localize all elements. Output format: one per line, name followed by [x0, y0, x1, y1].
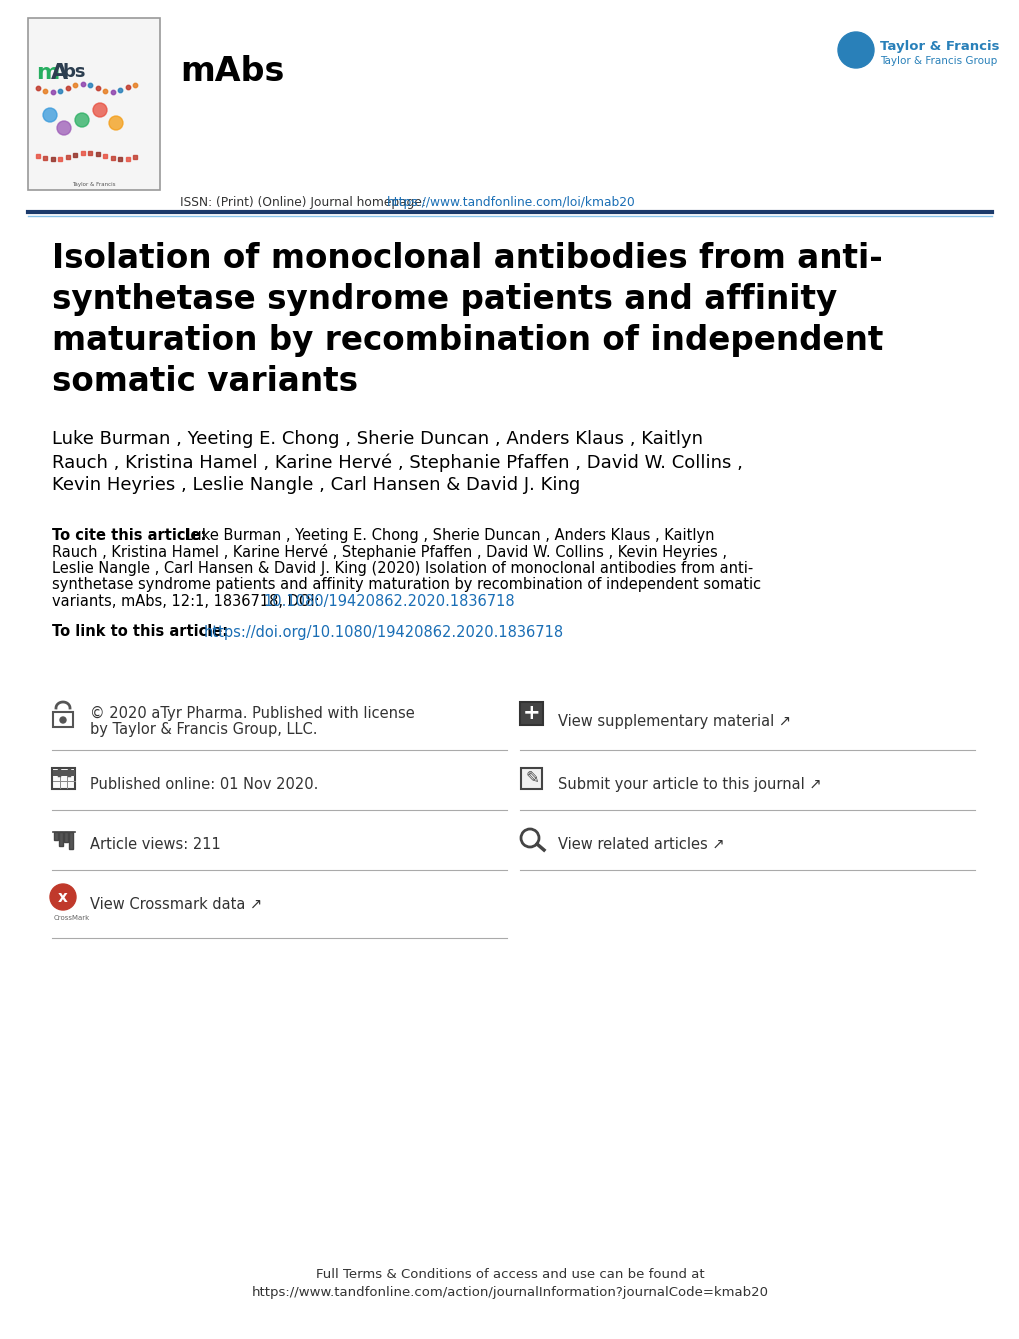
Circle shape: [838, 32, 873, 68]
Circle shape: [109, 116, 123, 130]
FancyBboxPatch shape: [69, 832, 73, 849]
Text: Submit your article to this journal ↗: Submit your article to this journal ↗: [557, 777, 821, 791]
Text: Isolation of monoclonal antibodies from anti-: Isolation of monoclonal antibodies from …: [52, 242, 881, 274]
Text: View Crossmark data ↗: View Crossmark data ↗: [90, 897, 262, 912]
Circle shape: [57, 121, 71, 135]
Text: Luke Burman , Yeeting E. Chong , Sherie Duncan , Anders Klaus , Kaitlyn: Luke Burman , Yeeting E. Chong , Sherie …: [52, 430, 702, 449]
FancyBboxPatch shape: [28, 17, 160, 190]
Text: Rauch , Kristina Hamel , Karine Hervé , Stephanie Pfaffen , David W. Collins ,: Rauch , Kristina Hamel , Karine Hervé , …: [52, 453, 742, 471]
Text: Rauch , Kristina Hamel , Karine Hervé , Stephanie Pfaffen , David W. Collins , K: Rauch , Kristina Hamel , Karine Hervé , …: [52, 545, 727, 561]
Text: Leslie Nangle , Carl Hansen & David J. King (2020) Isolation of monoclonal antib: Leslie Nangle , Carl Hansen & David J. K…: [52, 561, 752, 576]
Text: View related articles ↗: View related articles ↗: [557, 837, 723, 852]
FancyBboxPatch shape: [53, 770, 75, 777]
Circle shape: [93, 103, 107, 116]
Text: synthetase syndrome patients and affinity maturation by recombination of indepen: synthetase syndrome patients and affinit…: [52, 577, 760, 592]
Text: ISSN: (Print) (Online) Journal homepage:: ISSN: (Print) (Online) Journal homepage:: [179, 195, 429, 209]
Text: 10.1080/19420862.2020.1836718: 10.1080/19420862.2020.1836718: [264, 595, 515, 609]
Text: x: x: [58, 889, 68, 905]
Circle shape: [43, 108, 57, 122]
Circle shape: [75, 112, 89, 127]
Text: variants, mAbs, 12:1, 1836718, DOI:: variants, mAbs, 12:1, 1836718, DOI:: [52, 595, 324, 609]
Text: Article views: 211: Article views: 211: [90, 837, 220, 852]
FancyBboxPatch shape: [520, 702, 543, 724]
Text: Taylor & Francis Group: Taylor & Francis Group: [879, 56, 997, 66]
FancyBboxPatch shape: [64, 832, 68, 842]
Text: CrossMark: CrossMark: [54, 915, 90, 921]
FancyBboxPatch shape: [52, 767, 75, 789]
Circle shape: [60, 716, 66, 723]
Text: Taylor & Francis: Taylor & Francis: [879, 40, 999, 54]
FancyBboxPatch shape: [54, 832, 58, 840]
Text: A: A: [51, 63, 68, 83]
FancyBboxPatch shape: [59, 832, 63, 846]
Text: https://doi.org/10.1080/19420862.2020.1836718: https://doi.org/10.1080/19420862.2020.18…: [203, 624, 562, 640]
Text: Published online: 01 Nov 2020.: Published online: 01 Nov 2020.: [90, 777, 318, 791]
Text: ~: ~: [848, 46, 863, 63]
Text: somatic variants: somatic variants: [52, 366, 358, 398]
Circle shape: [50, 884, 76, 911]
Text: +: +: [523, 703, 540, 723]
Text: maturation by recombination of independent: maturation by recombination of independe…: [52, 324, 882, 358]
Text: View supplementary material ↗: View supplementary material ↗: [557, 714, 791, 728]
Text: Luke Burman , Yeeting E. Chong , Sherie Duncan , Anders Klaus , Kaitlyn: Luke Burman , Yeeting E. Chong , Sherie …: [180, 528, 714, 544]
Text: mAbs: mAbs: [179, 55, 284, 88]
FancyBboxPatch shape: [521, 767, 542, 789]
Text: https://www.tandfonline.com/action/journalInformation?journalCode=kmab20: https://www.tandfonline.com/action/journ…: [252, 1285, 767, 1299]
Text: by Taylor & Francis Group, LLC.: by Taylor & Francis Group, LLC.: [90, 722, 317, 736]
Text: m: m: [36, 63, 59, 83]
Text: Full Terms & Conditions of access and use can be found at: Full Terms & Conditions of access and us…: [315, 1268, 704, 1281]
Text: Taylor & Francis: Taylor & Francis: [72, 182, 115, 187]
Text: To link to this article:: To link to this article:: [52, 624, 233, 640]
Text: bs: bs: [63, 63, 87, 80]
Text: ✎: ✎: [525, 769, 538, 787]
Text: Kevin Heyries , Leslie Nangle , Carl Hansen & David J. King: Kevin Heyries , Leslie Nangle , Carl Han…: [52, 475, 580, 494]
Text: © 2020 aTyr Pharma. Published with license: © 2020 aTyr Pharma. Published with licen…: [90, 706, 415, 720]
Text: https://www.tandfonline.com/loi/kmab20: https://www.tandfonline.com/loi/kmab20: [386, 195, 635, 209]
Text: synthetase syndrome patients and affinity: synthetase syndrome patients and affinit…: [52, 283, 837, 316]
Text: To cite this article:: To cite this article:: [52, 528, 206, 544]
